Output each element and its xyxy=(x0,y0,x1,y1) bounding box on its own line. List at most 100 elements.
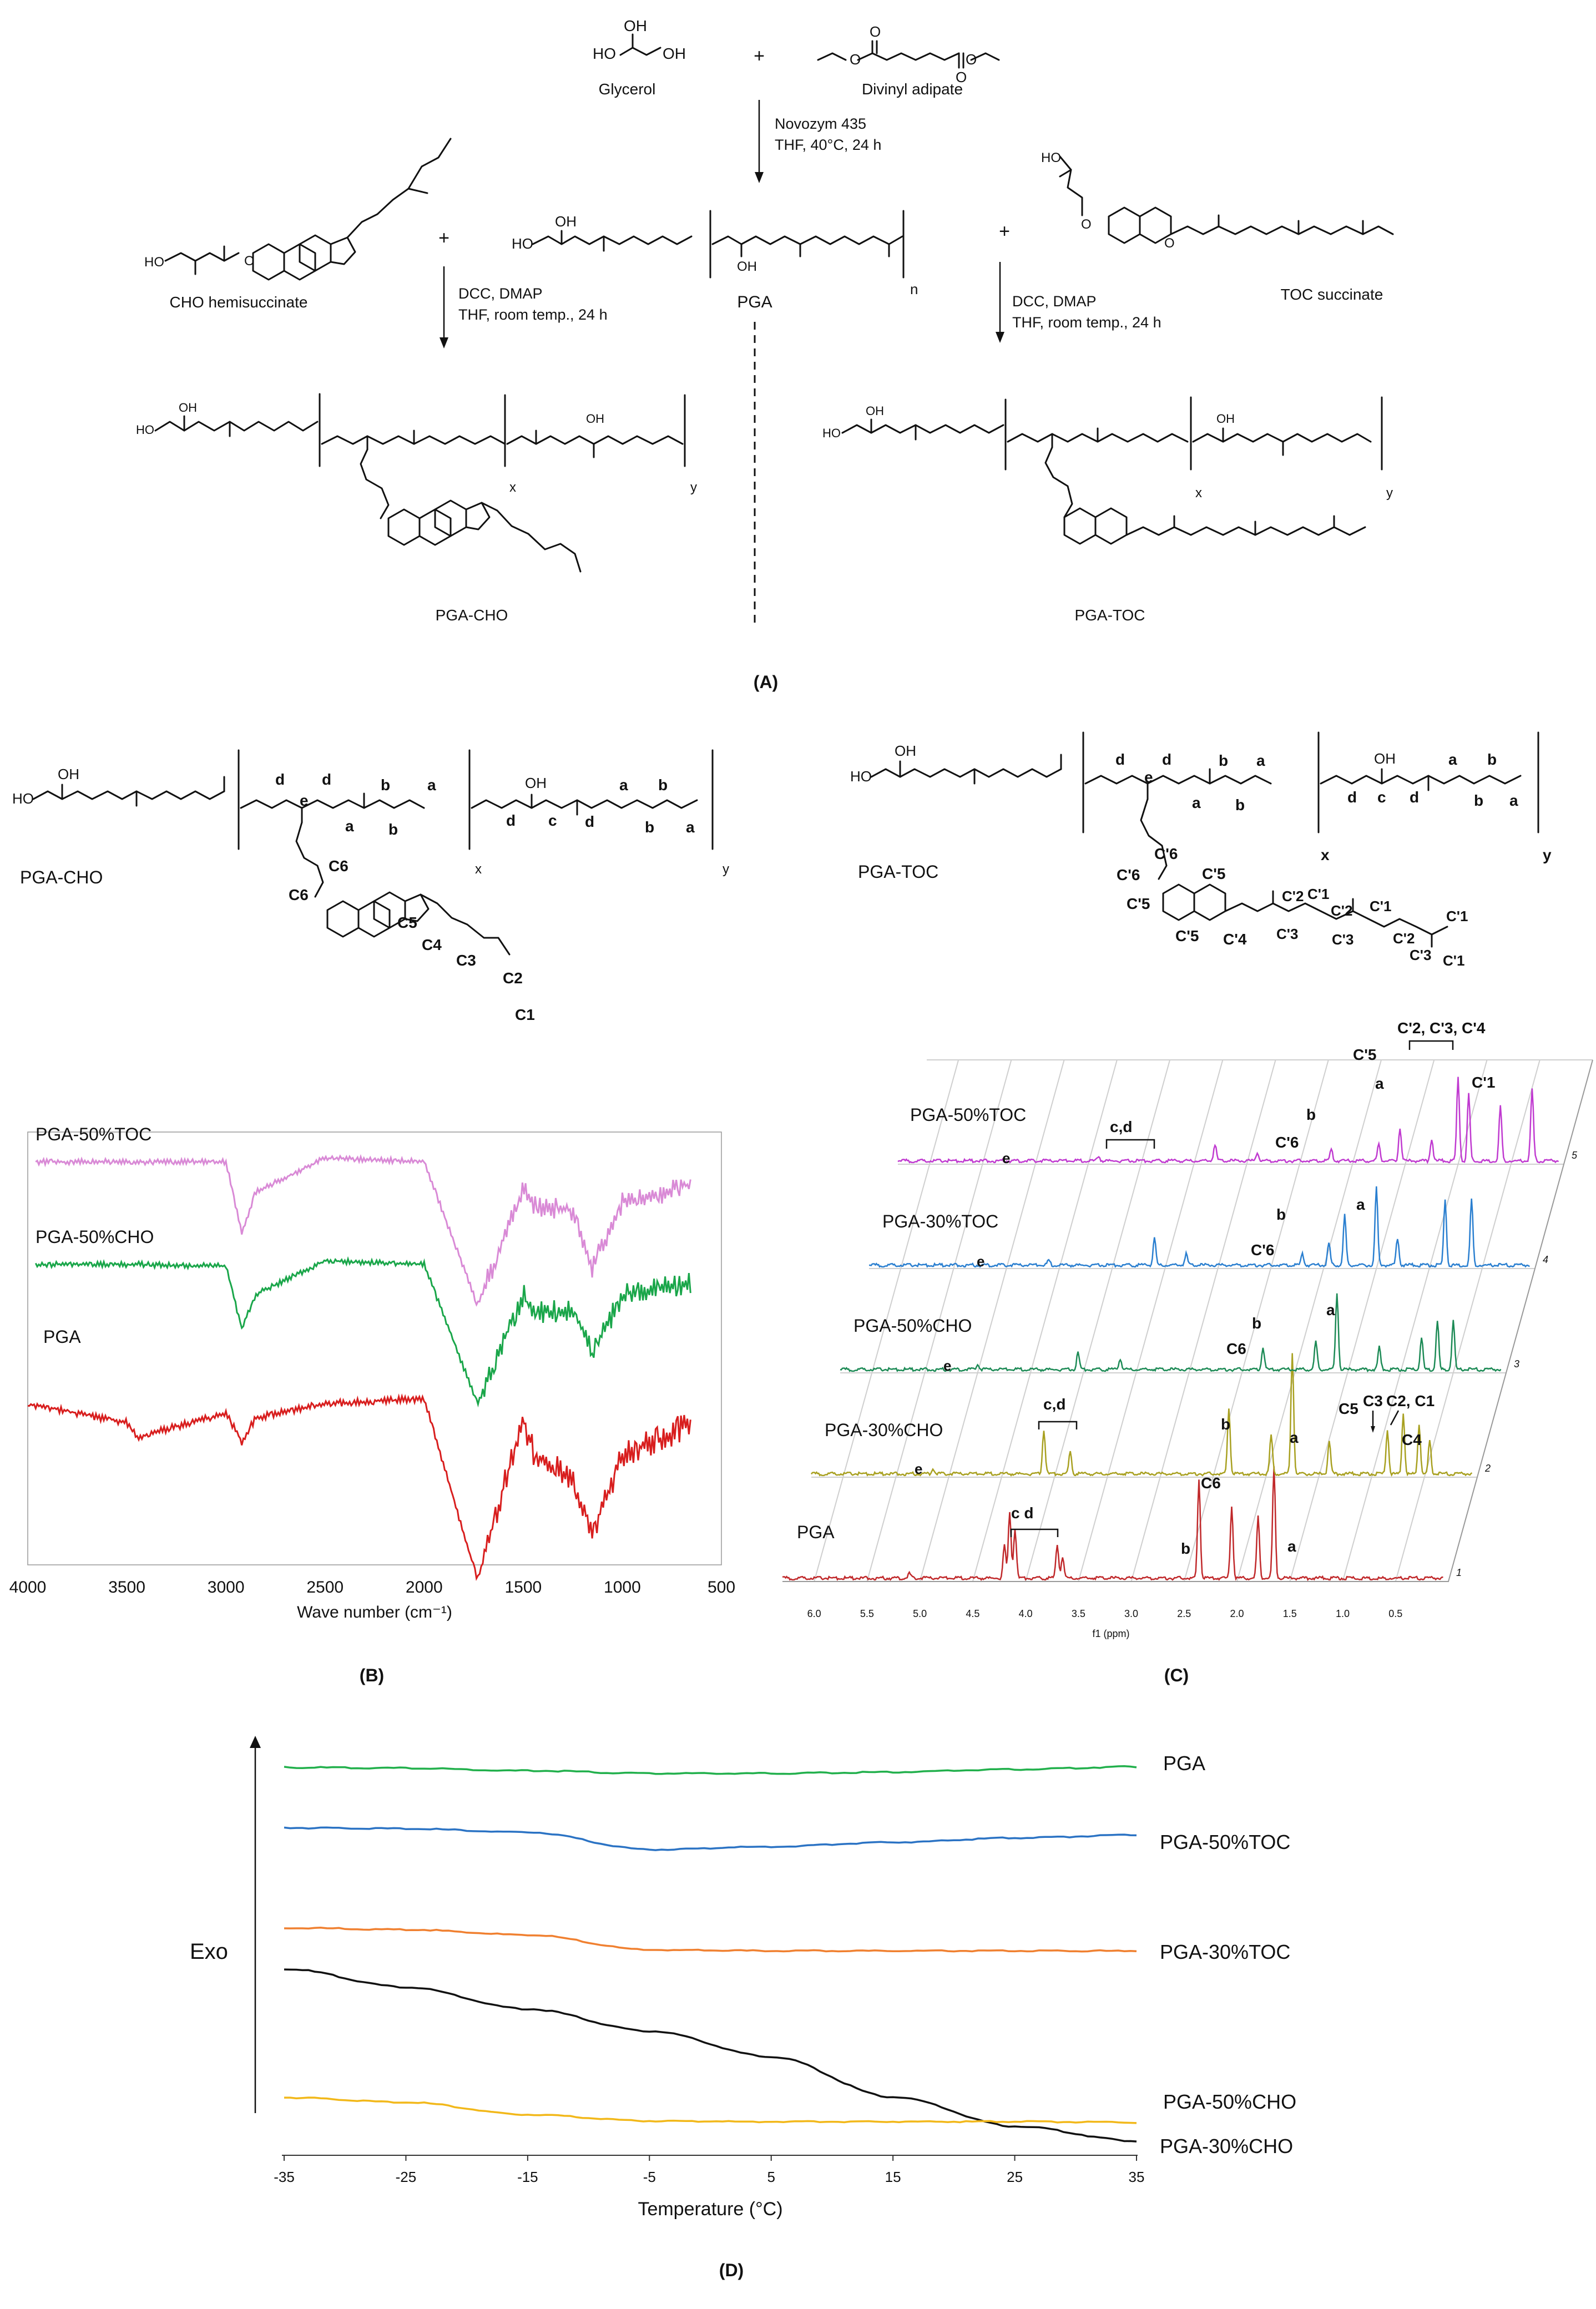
cho-letter-c: c xyxy=(548,812,557,829)
toc-label-c3-a: C'3 xyxy=(1276,926,1298,942)
nmr-x-tick-label: 0.5 xyxy=(1388,1608,1402,1619)
dsc-x-axis-title: Temperature (°C) xyxy=(638,2199,782,2220)
dsc-x-tick-label: 25 xyxy=(1007,2169,1023,2185)
nmr-spectrum-index: 1 xyxy=(1456,1567,1462,1578)
nmr-3d-grid xyxy=(782,1059,1593,1582)
cho-letter-d1: d xyxy=(275,771,285,788)
nmr-annot-c234p: C'2, C'3, C'4 xyxy=(1397,1019,1486,1037)
nmr-x-tick-label: 2.0 xyxy=(1230,1608,1244,1619)
toc-letter-a3: a xyxy=(1448,751,1457,768)
dsc-x-tick-label: 15 xyxy=(885,2169,901,2185)
nmr-grid-slant xyxy=(1236,1059,1382,1582)
nmr-spectrum-index: 5 xyxy=(1572,1150,1578,1161)
nmr-annot-a-pga: a xyxy=(1287,1538,1296,1555)
nmr-bracket-toc50 xyxy=(1105,1139,1155,1149)
dsc-label-pga-30-cho: PGA-30%CHO xyxy=(1160,2135,1293,2158)
nmr-annot-c3-cho30: C3 xyxy=(1363,1392,1383,1409)
nmr-label-pga-30-cho: PGA-30%CHO xyxy=(825,1420,943,1440)
divinyl-adipate-structure: O O O O Divinyl adipate xyxy=(817,23,1000,98)
cho-label-c1: C1 xyxy=(515,1006,535,1023)
toc-label-c1-b: C'1 xyxy=(1370,898,1391,914)
toc-struct-ho: HO xyxy=(850,768,872,785)
nmr-grid-slant xyxy=(1130,1059,1276,1582)
nmr-grid-slant xyxy=(1289,1059,1435,1582)
pga-cho-labelled-structure: HO OH OH PGA-CHO d e d b a a b d c d a b… xyxy=(12,749,729,1023)
toc-letter-a2: a xyxy=(1192,794,1201,811)
toc-label-c4: C'4 xyxy=(1223,931,1247,948)
nmr-annot-b-toc50: b xyxy=(1306,1106,1316,1123)
pga-toc-label: PGA-TOC xyxy=(858,862,938,882)
nmr-x-tick-label: 4.0 xyxy=(1019,1608,1033,1619)
pga-name: PGA xyxy=(737,293,772,311)
toc-label-c1-a: C'1 xyxy=(1307,886,1329,902)
divinyl-adipate-name: Divinyl adipate xyxy=(862,80,963,98)
glycerol-structure: HO OH OH Glycerol xyxy=(593,17,686,98)
pga-oh: OH xyxy=(555,213,577,230)
pga-oh-repeat: OH xyxy=(737,259,757,274)
toc-letter-a4: a xyxy=(1509,792,1518,809)
ftir-series-pga xyxy=(27,1393,691,1582)
nmr-grid-slant xyxy=(814,1059,959,1582)
toc-letter-b2: b xyxy=(1235,796,1245,814)
nmr-label-pga-50-toc: PGA-50%TOC xyxy=(910,1105,1026,1125)
nmr-arrow-c2c1-line xyxy=(1390,1410,1400,1426)
cho-letter-b3: b xyxy=(658,776,668,794)
ftir-x-ticks: 4000 3500 3000 2500 2000 1500 1000 500 xyxy=(9,1578,735,1596)
toc-succinate-ho: HO xyxy=(1041,150,1061,165)
toc-label-c1-c: C'1 xyxy=(1446,908,1468,924)
nmr-x-tick-label: 5.5 xyxy=(860,1608,874,1619)
nmr-annot-c5p-toc50: C'5 xyxy=(1353,1046,1376,1063)
nmr-spectrum-pga xyxy=(782,1466,1443,1582)
ftir-label-pga-50-toc: PGA-50%TOC xyxy=(36,1124,151,1144)
reaction-arrow-3-head xyxy=(996,332,1004,343)
cho-hemisuccinate-name: CHO hemisuccinate xyxy=(170,294,308,311)
reaction-arrow-2-head xyxy=(440,337,448,348)
nmr-spectrum-index: 2 xyxy=(1484,1463,1491,1474)
toc-letter-d3: d xyxy=(1347,789,1357,806)
toc-label-c6-upper: C'6 xyxy=(1154,845,1178,862)
nmr-annot-a-cho30: a xyxy=(1290,1429,1299,1446)
toc-succinate-ring-o: O xyxy=(1164,236,1175,251)
nmr-grid-slant xyxy=(1078,1059,1224,1582)
nmr-grid-slant xyxy=(972,1059,1118,1582)
cho-label-c2: C2 xyxy=(503,969,523,987)
divinyl-o-left: O xyxy=(850,51,861,68)
toc-label-c6-lower: C'6 xyxy=(1117,866,1140,883)
cho-letter-b2: b xyxy=(388,821,398,838)
nmr-annot-a-toc50: a xyxy=(1375,1075,1384,1092)
cho-struct-oh: OH xyxy=(58,766,79,782)
pga-cho-x: x xyxy=(509,480,516,495)
nmr-annot-cd-cho30: c,d xyxy=(1043,1396,1065,1413)
dsc-label-pga: PGA xyxy=(1163,1752,1205,1775)
toc-label-c3-b: C'3 xyxy=(1332,931,1353,948)
panel-d-dsc-chart: Exo -35 -25 -15 -5 5 15 25 35 PGA PGA-50%TOC PG… xyxy=(190,1736,1296,2280)
ftir-x-tick-label: 2000 xyxy=(406,1578,443,1596)
dsc-curve-pga xyxy=(284,1765,1137,1775)
cho-letter-b4: b xyxy=(645,818,654,836)
cho-hemisuccinate-o: O xyxy=(244,254,255,269)
nmr-x-tick-label: 4.5 xyxy=(966,1608,979,1619)
dsc-x-tick-label: -15 xyxy=(517,2169,538,2185)
nmr-annot-b-pga: b xyxy=(1181,1540,1190,1557)
panel-a-scheme: HO OH OH Glycerol + O O O O Divinyl adip… xyxy=(136,17,1394,692)
ftir-label-pga: PGA xyxy=(43,1327,81,1347)
cho-hemisuccinate-structure: HO O CHO hemisuccinate xyxy=(144,138,452,311)
plus-sign-left: + xyxy=(438,228,449,249)
dsc-curve-pga-30cho xyxy=(284,2096,1137,2124)
nmr-annot-e-cho50: e xyxy=(943,1357,951,1374)
nmr-annot-c2c1-cho30: C2, C1 xyxy=(1386,1392,1435,1409)
toc-label-c1-d: C'1 xyxy=(1443,952,1464,969)
cho-letter-d3: d xyxy=(506,812,516,829)
cho-struct-y: y xyxy=(723,862,729,877)
dsc-curve-pga-50cho xyxy=(284,1968,1137,2143)
nmr-series-group: 1 2 3 4 5 xyxy=(782,1077,1578,1582)
toc-struct-oh-2: OH xyxy=(1374,750,1396,767)
nmr-bracket-c234p xyxy=(1408,1040,1454,1050)
pga-cho-y: y xyxy=(690,480,697,495)
glycerol-name: Glycerol xyxy=(599,80,656,98)
pga-toc-product-structure: HO OH OH x y PGA-TOC xyxy=(822,396,1393,624)
nmr-grid-slant xyxy=(919,1059,1065,1582)
ftir-frame xyxy=(27,1131,722,1565)
toc-struct-y: y xyxy=(1543,846,1552,863)
